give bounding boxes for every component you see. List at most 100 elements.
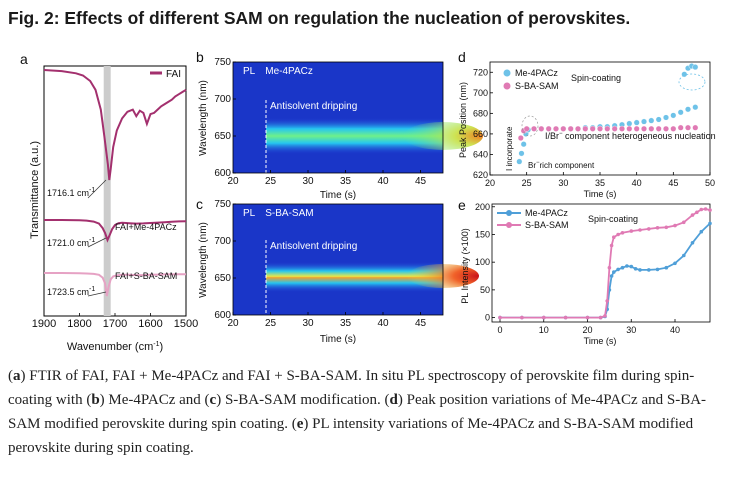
legend-label-sba: S-BA-SAM bbox=[515, 81, 559, 91]
pl-point-1 bbox=[695, 210, 699, 215]
x-tick-label: 35 bbox=[340, 318, 352, 329]
peak-point-sba bbox=[611, 125, 618, 132]
pl-point-1 bbox=[647, 227, 651, 231]
x-tick-label: 20 bbox=[227, 176, 239, 187]
pl-line-0 bbox=[500, 222, 711, 319]
incorporate-circle bbox=[521, 115, 539, 137]
peak-pointer-me4pacz bbox=[87, 237, 107, 248]
peak-point-me4pacz bbox=[641, 118, 648, 125]
pl-point-1 bbox=[682, 220, 686, 225]
peak-point-sba bbox=[553, 125, 560, 132]
peak-point-sba bbox=[538, 125, 545, 132]
panel-d-incorporate-label: I incorporate bbox=[505, 126, 514, 171]
peak-point-me4pacz bbox=[516, 158, 523, 165]
panel-d-spin-label: Spin-coating bbox=[571, 73, 621, 83]
pl-point-0 bbox=[625, 264, 629, 268]
panel-d-ticks: 20 25 30 35 40 45 50 620 640 660 680 700 720 bbox=[473, 67, 715, 188]
y-tick-label: 720 bbox=[473, 67, 488, 77]
x-tick-label: 1500 bbox=[174, 318, 198, 330]
panel-a-peak-labels: 1716.1 cm-1 1721.0 cm-1 1723.5 cm-1 FAI+… bbox=[47, 179, 177, 297]
peak-point-sba bbox=[641, 125, 648, 132]
x-tick-label: 30 bbox=[302, 176, 314, 187]
x-tick-label: 40 bbox=[670, 325, 680, 335]
peak-point-me4pacz bbox=[681, 71, 688, 78]
pl-point-1 bbox=[542, 315, 546, 320]
peak-point-sba bbox=[604, 125, 611, 132]
peak-point-sba bbox=[677, 124, 684, 131]
x-tick-label: 25 bbox=[265, 318, 277, 329]
y-tick-label: 640 bbox=[473, 149, 488, 159]
pl-point-1 bbox=[629, 229, 634, 233]
peak-pointer-fai bbox=[87, 179, 107, 199]
pl-point-0 bbox=[629, 264, 634, 269]
ftir-line-0 bbox=[43, 69, 187, 181]
heatmap-c-frame bbox=[232, 203, 444, 316]
y-tick-label: 200 bbox=[475, 202, 490, 212]
panel-d-x-label: Time (s) bbox=[584, 189, 617, 199]
panel-a-x-label: Wavenumber (cm-1) bbox=[67, 341, 163, 353]
peak-point-sba bbox=[545, 125, 552, 132]
legend-marker-sba bbox=[503, 82, 511, 90]
pl-point-0 bbox=[647, 268, 651, 272]
pl-point-0 bbox=[699, 229, 704, 234]
x-tick-label: 25 bbox=[522, 178, 532, 188]
pl-point-1 bbox=[703, 207, 708, 211]
pl-point-1 bbox=[603, 314, 607, 318]
panel-a-legend: FAI bbox=[150, 69, 181, 80]
pl-point-1 bbox=[607, 265, 612, 270]
y-tick-label: 750 bbox=[214, 57, 231, 68]
y-tick-label: 650 bbox=[214, 131, 231, 142]
panel-e-legend: Me-4PACz S-BA-SAM bbox=[497, 208, 569, 230]
panel-d-y-label: Peak Position (nm) bbox=[458, 82, 468, 158]
panel-e: e 0 10 20 30 40 0 50 100 150 200 Spin-coating Me-… bbox=[458, 197, 712, 346]
panel-a-y-label: Transmittance (a.u.) bbox=[29, 141, 41, 239]
legend-marker-sba-e bbox=[506, 222, 512, 228]
y-tick-label: 700 bbox=[214, 94, 231, 105]
x-tick-label: 40 bbox=[377, 318, 389, 329]
caption-ref-e: e bbox=[296, 416, 304, 432]
peak-point-me4pacz bbox=[692, 104, 699, 111]
peak-point-sba bbox=[626, 125, 633, 132]
peak-point-sba bbox=[597, 125, 604, 132]
peak-label-me4pacz: 1721.0 cm-1 bbox=[47, 237, 95, 248]
pl-point-1 bbox=[605, 299, 609, 303]
x-tick-label: 35 bbox=[340, 176, 352, 187]
pl-point-1 bbox=[498, 315, 502, 320]
x-tick-label: 20 bbox=[227, 318, 239, 329]
y-tick-label: 150 bbox=[475, 229, 490, 239]
panel-e-x-label: Time (s) bbox=[584, 336, 617, 346]
peak-point-me4pacz bbox=[685, 106, 692, 113]
heatmap-b-frame bbox=[232, 61, 444, 174]
x-tick-label: 20 bbox=[582, 325, 592, 335]
y-tick-label: 600 bbox=[214, 310, 231, 321]
y-tick-label: 100 bbox=[475, 257, 490, 267]
peak-point-me4pacz bbox=[677, 109, 684, 116]
x-tick-label: 1700 bbox=[103, 318, 127, 330]
y-tick-label: 700 bbox=[473, 88, 488, 98]
heatmap-c-background bbox=[233, 204, 443, 315]
x-tick-label: 35 bbox=[595, 178, 605, 188]
legend-label-me4pacz-e: Me-4PACz bbox=[525, 208, 568, 218]
x-tick-label: 1900 bbox=[32, 318, 56, 330]
panel-c: c Antisolvent dripping PL S-BA-SAM 20 25 30… bbox=[196, 196, 479, 345]
outlier-circle bbox=[678, 73, 706, 91]
legend-label-me4pacz: Me-4PACz bbox=[515, 68, 558, 78]
peak-label-sba: 1723.5 cm-1 bbox=[47, 286, 95, 297]
peak-point-sba bbox=[633, 125, 640, 132]
series-label-sba: FAI+S-BA-SAM bbox=[115, 271, 177, 281]
peak-point-sba bbox=[663, 125, 670, 132]
heatmap-c-header: PL S-BA-SAM bbox=[243, 208, 314, 219]
ftir-line-2 bbox=[44, 272, 186, 297]
panel-c-letter: c bbox=[196, 196, 203, 212]
peak-point-sba bbox=[517, 134, 524, 141]
panel-e-frame bbox=[491, 203, 711, 323]
pl-point-0 bbox=[620, 265, 625, 270]
peak-point-sba bbox=[589, 125, 596, 132]
panel-a: a FAI 1716.1 cm-1 1721.0 cm-1 1723.5 cm-… bbox=[20, 51, 198, 353]
x-tick-label: 30 bbox=[558, 178, 568, 188]
ftir-line-1 bbox=[44, 219, 187, 243]
panel-c-ticks: 20 25 30 35 40 45 600 650 700 750 bbox=[214, 199, 426, 329]
pl-point-0 bbox=[612, 270, 616, 274]
x-tick-label: 10 bbox=[539, 325, 549, 335]
peak-point-sba bbox=[655, 125, 662, 132]
